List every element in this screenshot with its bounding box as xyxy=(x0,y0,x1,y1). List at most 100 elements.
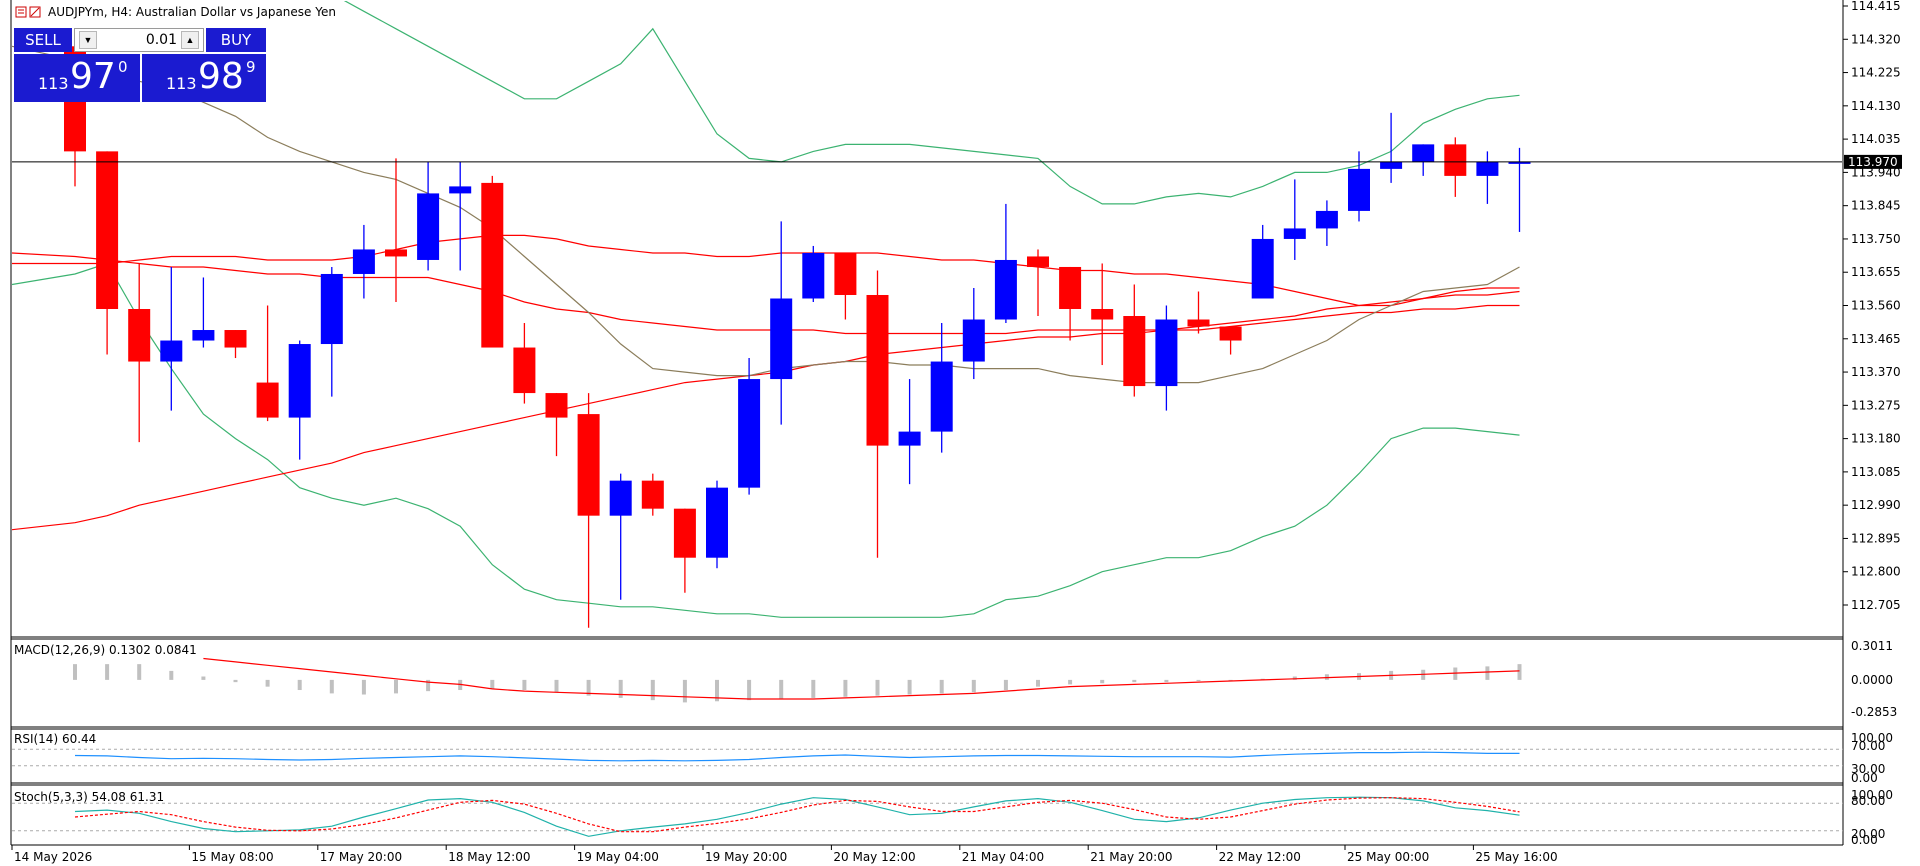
sell-button[interactable]: SELL xyxy=(14,28,72,52)
macd-histogram-bar xyxy=(939,679,944,694)
rsi-axis-label: 70.00 xyxy=(1851,739,1885,753)
macd-histogram-bar xyxy=(297,679,302,691)
buy-button[interactable]: BUY xyxy=(206,28,266,52)
macd-histogram-bar xyxy=(1196,679,1201,682)
time-tick-label: 21 May 20:00 xyxy=(1090,850,1172,864)
lot-increase-icon[interactable]: ▲ xyxy=(181,31,199,49)
candle-body xyxy=(641,480,664,509)
sell-price-point: 0 xyxy=(118,58,128,76)
candle-body xyxy=(352,249,375,274)
stoch-main-line xyxy=(74,796,1520,837)
macd-signal-line xyxy=(203,657,1520,700)
candle-body xyxy=(1219,326,1242,341)
price-tick-label: 114.225 xyxy=(1851,66,1901,80)
candle-body xyxy=(1508,161,1531,164)
price-tick-label: 113.085 xyxy=(1851,465,1901,479)
price-tick-label: 113.275 xyxy=(1851,398,1901,412)
indicator-list-icon[interactable] xyxy=(15,6,27,18)
macd-histogram-bar xyxy=(811,679,816,698)
macd-histogram-bar xyxy=(201,676,206,680)
candle-body xyxy=(256,382,279,418)
candle-body xyxy=(898,431,921,446)
price-tick-label: 113.370 xyxy=(1851,365,1901,379)
time-tick-label: 17 May 20:00 xyxy=(320,850,402,864)
candle-body xyxy=(1123,316,1146,387)
sell-price-main: 97 xyxy=(70,56,116,97)
macd-histogram-bar xyxy=(522,679,527,691)
macd-histogram-bar xyxy=(361,679,366,695)
macd-histogram-bar xyxy=(329,679,334,694)
time-tick-label: 15 May 08:00 xyxy=(191,850,273,864)
rsi-label: RSI(14) 60.44 xyxy=(14,732,96,746)
price-panel[interactable] xyxy=(12,0,1843,628)
price-tick-label: 113.180 xyxy=(1851,432,1901,446)
current-price-tag-label: 113.970 xyxy=(1848,155,1898,169)
current-price-tag xyxy=(1844,154,1902,169)
buy-price-main: 98 xyxy=(198,56,244,97)
macd-histogram-bar xyxy=(618,679,623,698)
symbol-title: AUDJPYm, H4: Australian Dollar vs Japane… xyxy=(48,5,336,19)
macd-panel[interactable]: 0.3011 0.0000 -0.2853 xyxy=(73,639,1897,719)
buy-price-point: 9 xyxy=(246,58,256,76)
macd-histogram-bar xyxy=(554,679,559,693)
macd-histogram-bar xyxy=(1164,679,1169,683)
lot-size-stepper[interactable]: ▼ 0.01 ▲ xyxy=(74,28,204,52)
time-tick-label: 18 May 12:00 xyxy=(448,850,530,864)
lot-decrease-icon[interactable]: ▼ xyxy=(79,31,97,49)
time-axis: 14 May 2026 15 May 08:00 17 May 20:00 18 Ma… xyxy=(11,845,1558,864)
candle-body xyxy=(738,379,761,488)
candle-body xyxy=(1348,168,1370,211)
candle-body xyxy=(160,340,183,362)
buy-price-prefix: 113 xyxy=(166,74,197,93)
candle-body xyxy=(1091,309,1114,320)
macd-histogram-bar xyxy=(779,679,784,700)
candle-body xyxy=(417,193,440,260)
price-tick-label: 112.705 xyxy=(1851,598,1901,612)
candle-body xyxy=(385,249,407,257)
one-click-trading-icon[interactable] xyxy=(29,6,41,18)
macd-histogram-bar xyxy=(1100,679,1105,684)
price-tick-label: 112.800 xyxy=(1851,565,1901,579)
macd-histogram-bar xyxy=(875,679,880,696)
candle-body xyxy=(545,393,568,418)
sell-price-button[interactable]: 113 97 0 xyxy=(14,54,140,102)
macd-label: MACD(12,26,9) 0.1302 0.0841 xyxy=(14,643,197,657)
candle-body xyxy=(866,294,889,446)
candle-body xyxy=(1059,266,1082,310)
candle-body xyxy=(577,414,600,516)
candle-body xyxy=(1444,144,1467,176)
macd-histogram-bar xyxy=(265,679,270,687)
candle-body xyxy=(1412,144,1435,162)
candle-body xyxy=(930,361,953,432)
stoch-signal-line xyxy=(74,797,1520,833)
time-tick-label: 19 May 04:00 xyxy=(577,850,659,864)
candle-body xyxy=(609,480,632,516)
stoch-axis-label: 0.00 xyxy=(1851,833,1878,847)
time-tick-label: 22 May 12:00 xyxy=(1219,850,1301,864)
candle-body xyxy=(1027,256,1049,267)
candle-body xyxy=(288,344,311,418)
candle-body xyxy=(96,151,119,310)
macd-axis-label: 0.0000 xyxy=(1851,673,1893,687)
macd-histogram-bar xyxy=(426,679,431,692)
candle-body xyxy=(1476,161,1499,176)
price-tick-label: 114.415 xyxy=(1851,0,1901,13)
rsi-axis-label: 30.00 xyxy=(1851,762,1885,776)
macd-axis-label: -0.2853 xyxy=(1851,705,1897,719)
buy-price-button[interactable]: 113 98 9 xyxy=(142,54,266,102)
time-tick-label: 14 May 2026 xyxy=(14,850,92,864)
price-tick-label: 114.035 xyxy=(1851,132,1901,146)
price-tick-label: 112.895 xyxy=(1851,531,1901,545)
stoch-label: Stoch(5,3,3) 54.08 61.31 xyxy=(14,790,164,804)
macd-histogram-bar xyxy=(1036,679,1040,687)
sell-price-prefix: 113 xyxy=(38,74,69,93)
rsi-axis-label: 0.00 xyxy=(1851,771,1878,785)
lot-size-input[interactable]: 0.01 xyxy=(145,32,177,48)
price-tick-label: 113.655 xyxy=(1851,265,1901,279)
macd-histogram-bar xyxy=(169,670,174,680)
candle-body xyxy=(320,273,343,345)
time-tick-label: 19 May 20:00 xyxy=(705,850,787,864)
candle-body xyxy=(128,309,151,362)
